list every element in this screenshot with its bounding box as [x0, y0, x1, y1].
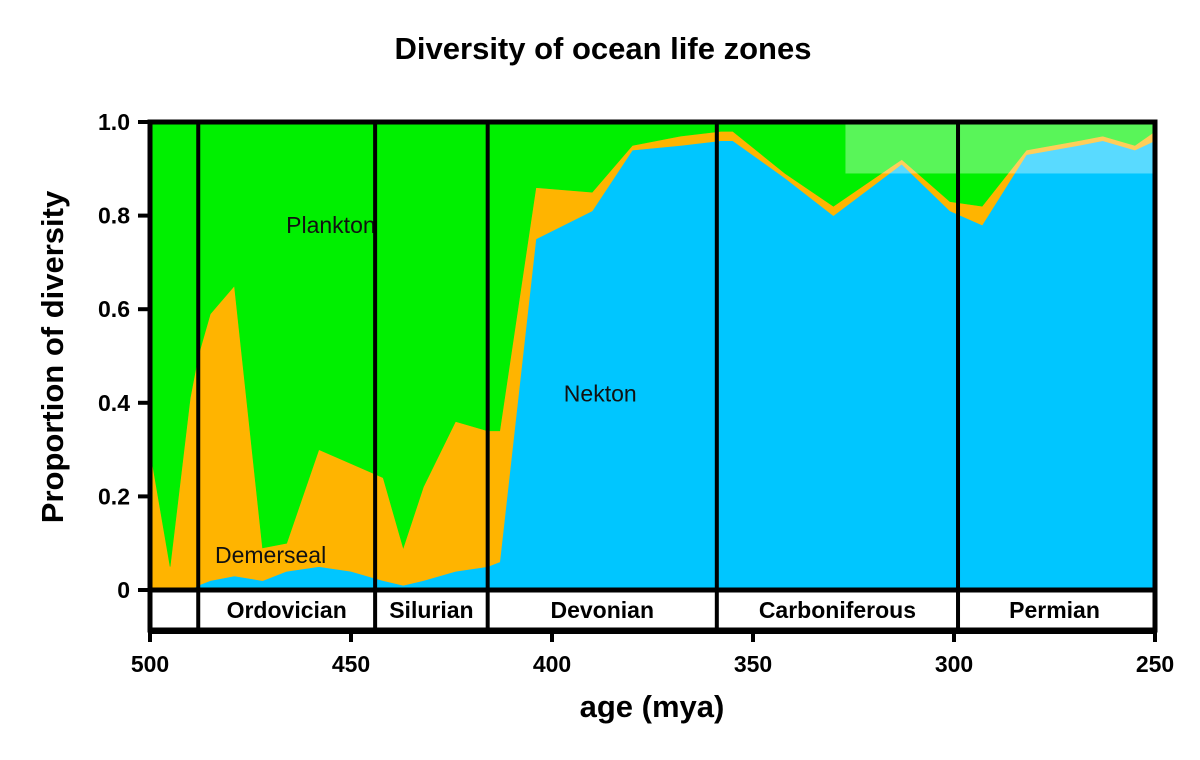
area-layer: [149, 121, 1156, 591]
period-label-ordovician: Ordovician: [227, 597, 347, 623]
period-label-silurian: Silurian: [389, 597, 473, 623]
zone-label-nekton: Nekton: [564, 380, 637, 406]
y-tick-label: 0.2: [98, 483, 130, 509]
period-label-devonian: Devonian: [550, 597, 654, 623]
period-label-carboniferous: Carboniferous: [759, 597, 916, 623]
y-tick-label: 0: [117, 577, 130, 603]
highlight-band: [845, 122, 1155, 174]
y-tick-label: 0.6: [98, 296, 130, 322]
y-tick-label: 0.8: [98, 203, 130, 229]
chart-title: Diversity of ocean life zones: [395, 31, 812, 66]
x-tick-label: 450: [332, 651, 370, 677]
period-layer: Ordovician Silurian Devonian Carboniferous P…: [150, 122, 1155, 630]
zone-label-layer: Plankton Nekton Demerseal: [215, 212, 637, 568]
x-axis-label: age (mya): [580, 689, 725, 724]
x-tick-label: 250: [1136, 651, 1174, 677]
zone-label-plankton: Plankton: [286, 212, 376, 238]
y-tick-label: 1.0: [98, 109, 130, 135]
period-band: [150, 590, 1155, 630]
y-tick-label: 0.4: [98, 390, 130, 416]
x-tick-label: 350: [734, 651, 772, 677]
x-tick-label: 500: [131, 651, 169, 677]
highlight-layer: [845, 122, 1155, 174]
axes-layer: 0 0.2 0.4 0.6 0.8 1.0 500 450 400 350 300 250: [98, 109, 1174, 677]
period-label-permian: Permian: [1009, 597, 1100, 623]
zone-label-demerseal: Demerseal: [215, 542, 326, 568]
x-tick-label: 300: [935, 651, 973, 677]
y-axis-label: Proportion of diversity: [35, 190, 70, 523]
x-tick-label: 400: [533, 651, 571, 677]
